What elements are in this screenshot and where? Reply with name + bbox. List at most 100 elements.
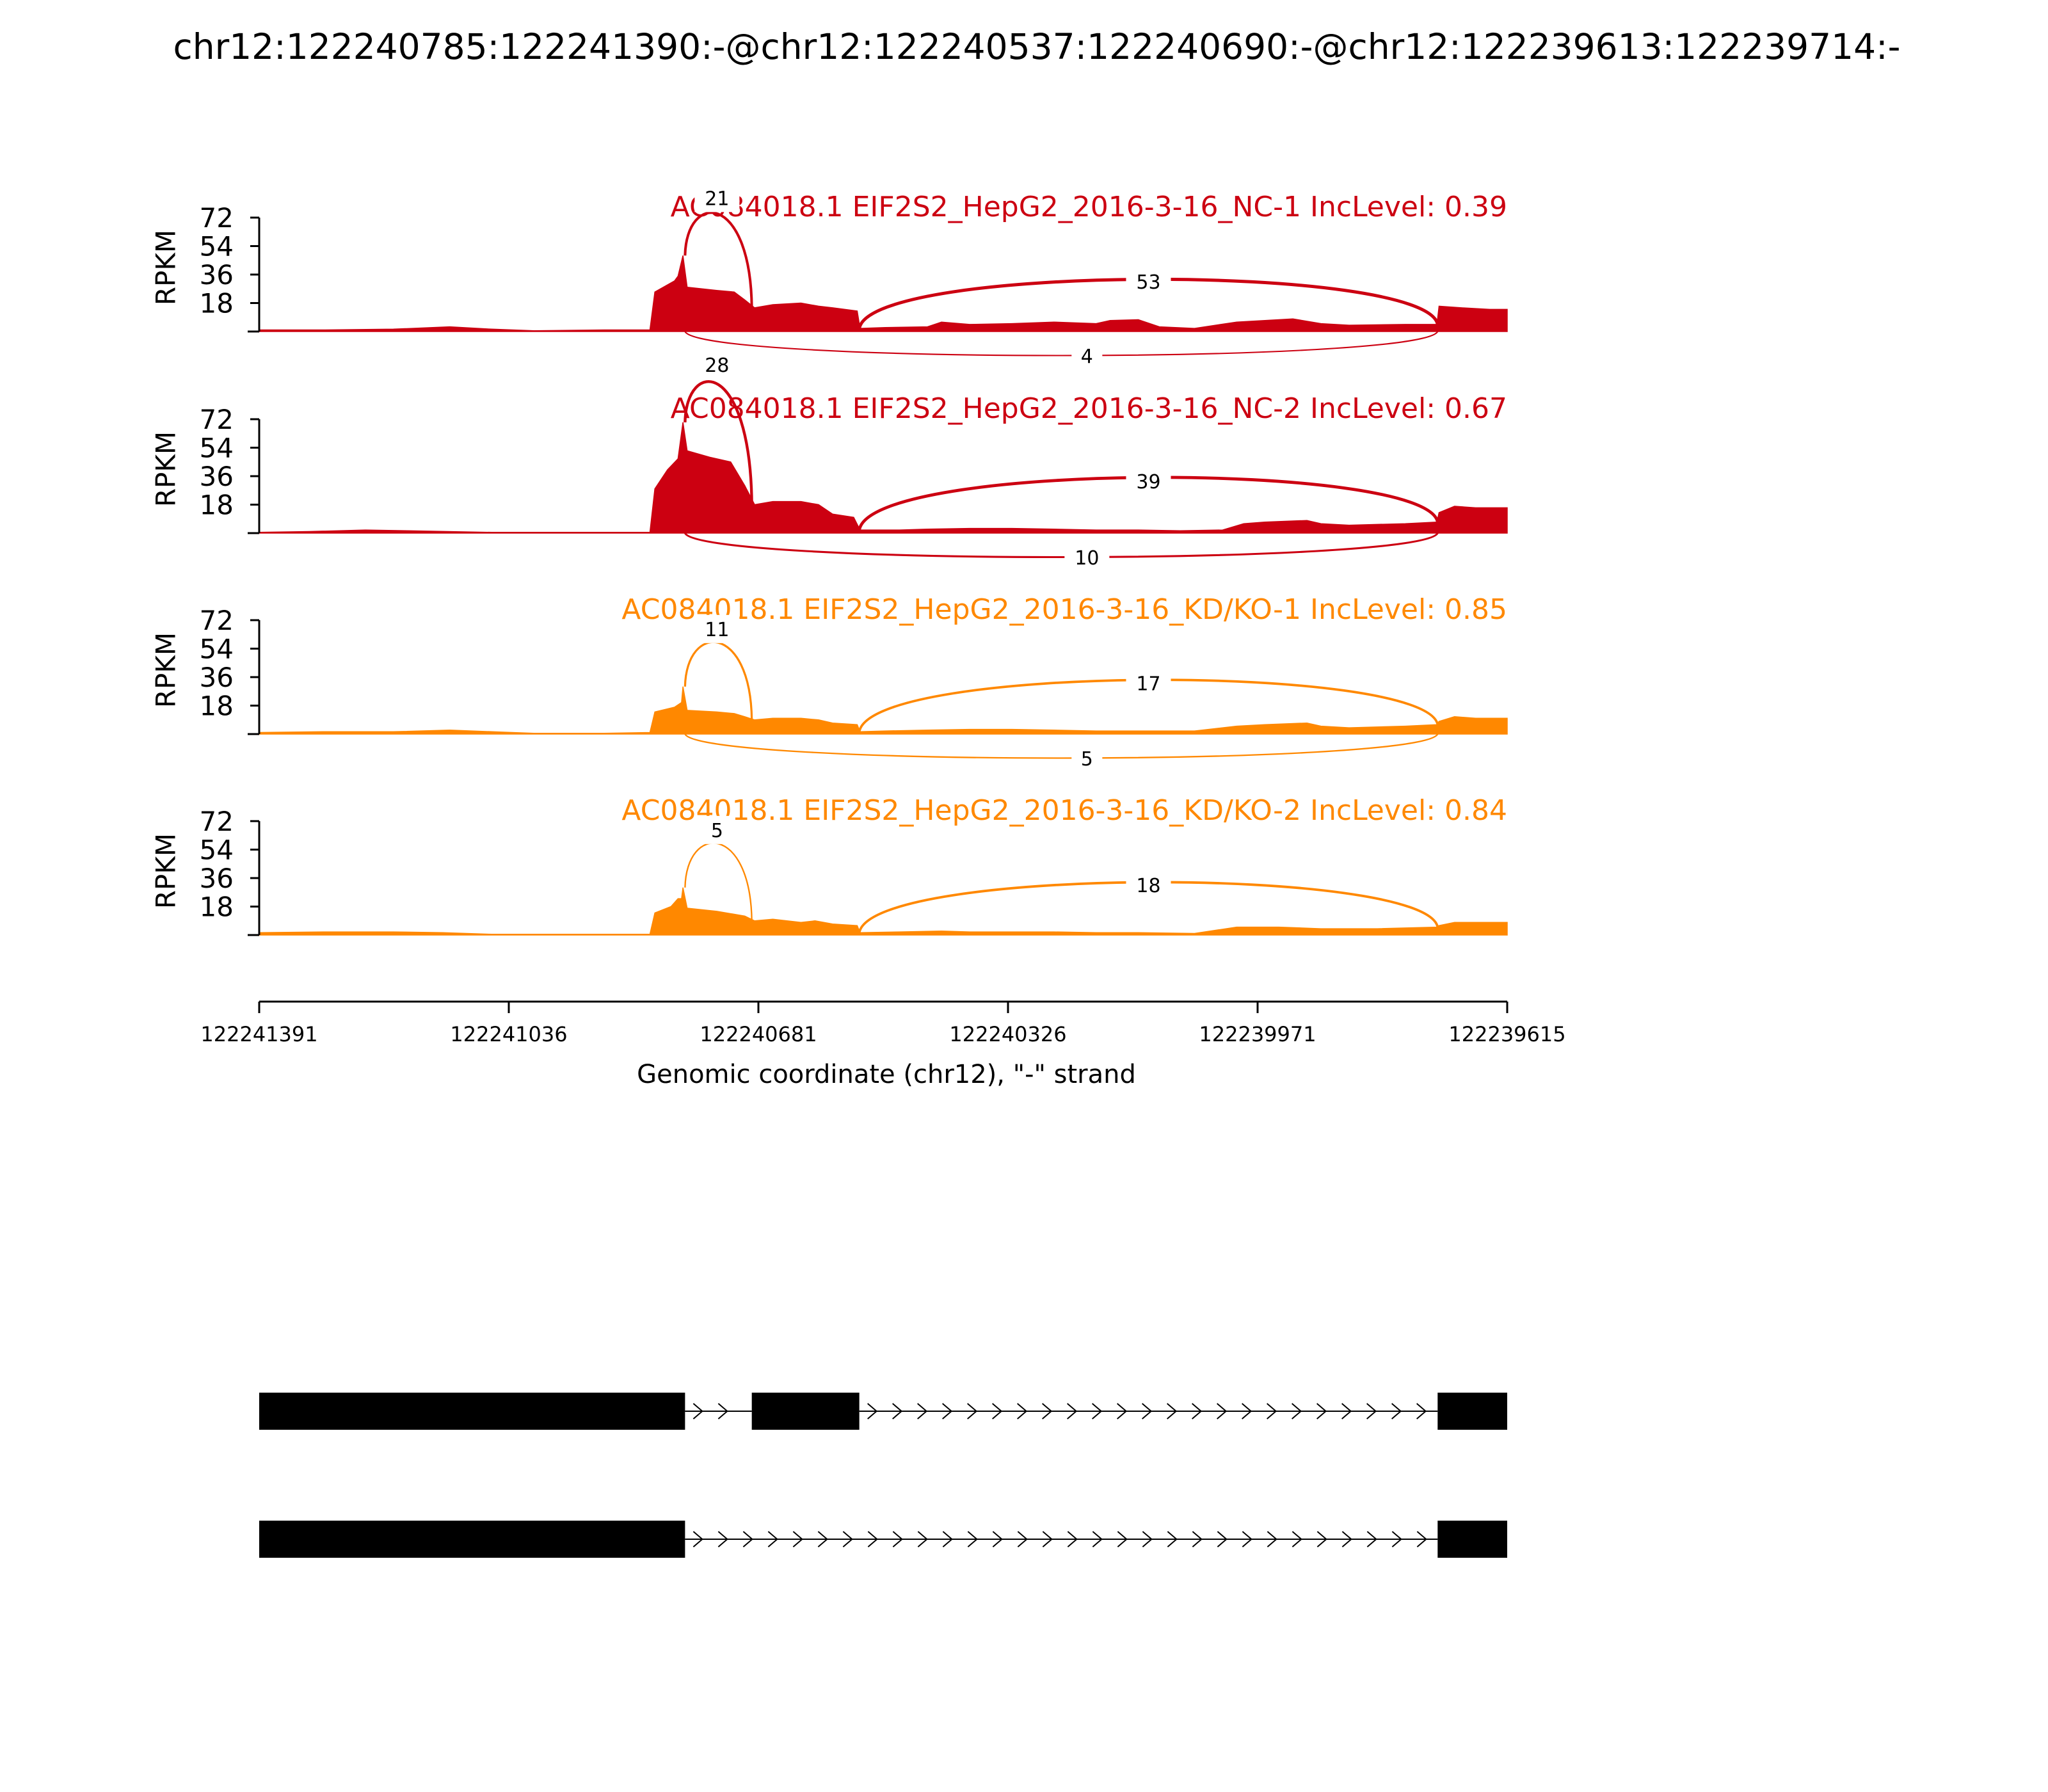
x-tick-label: 122239615	[1448, 1022, 1565, 1046]
strand-arrow	[892, 1403, 903, 1420]
junction-arc	[684, 641, 753, 720]
y-axis-label: RPKM	[150, 833, 182, 909]
strand-arrow	[692, 1403, 703, 1420]
strand-arrow	[992, 1531, 1003, 1548]
y-tick-label: 18	[200, 490, 234, 521]
strand-arrow	[792, 1531, 803, 1548]
strand-arrow	[1017, 1403, 1028, 1420]
strand-arrow	[717, 1403, 728, 1420]
y-tick-label: 72	[200, 202, 234, 234]
junction-label-box	[1126, 267, 1171, 296]
strand-arrow	[1316, 1403, 1327, 1420]
transcript-2	[259, 1521, 1507, 1558]
y-tick-label: 18	[200, 691, 234, 722]
coverage-area	[259, 686, 1508, 735]
strand-arrow	[1042, 1531, 1053, 1548]
strand-arrow	[1316, 1531, 1327, 1548]
x-tick-label: 122240681	[700, 1022, 817, 1046]
junction-label: 17	[1136, 673, 1160, 696]
y-tick-label: 36	[200, 461, 234, 492]
junction-arc	[684, 380, 753, 505]
exon-block	[751, 1393, 860, 1430]
strand-arrow	[1092, 1531, 1103, 1548]
junction-arc	[684, 331, 1439, 356]
junction-label-box	[1126, 870, 1171, 899]
exon-block	[259, 1521, 685, 1558]
junction-arc	[684, 211, 753, 308]
junction-label: 5	[1081, 748, 1093, 771]
strand-arrow	[917, 1403, 928, 1420]
exon-block	[1437, 1521, 1507, 1558]
y-tick-label: 54	[200, 634, 234, 665]
strand-arrow	[892, 1531, 903, 1548]
x-axis: Genomic coordinate (chr12), "-" strand 1…	[200, 1000, 1566, 1089]
strand-arrow	[1167, 1403, 1178, 1420]
strand-arrow	[1217, 1531, 1228, 1548]
strand-arrow	[1142, 1403, 1153, 1420]
strand-arrow	[1242, 1403, 1252, 1420]
coverage-area	[259, 255, 1508, 332]
y-tick-label: 72	[200, 806, 234, 837]
junction-label: 53	[1136, 271, 1160, 294]
junction-label-box	[694, 350, 740, 379]
strand-arrow	[1267, 1403, 1277, 1420]
strand-arrow	[842, 1531, 853, 1548]
strand-arrow	[1242, 1531, 1252, 1548]
x-tick-label: 122240326	[949, 1022, 1066, 1046]
strand-arrow	[1142, 1531, 1153, 1548]
strand-arrow	[717, 1531, 728, 1548]
junction-label-box	[694, 614, 740, 643]
y-axis-label: RPKM	[150, 431, 182, 507]
y-tick-label: 54	[200, 231, 234, 262]
chart-title: chr12:122240785:122241390:-@chr12:122240…	[173, 26, 1900, 67]
strand-arrow	[692, 1531, 703, 1548]
junction-label: 18	[1136, 875, 1160, 897]
strand-arrow	[767, 1531, 778, 1548]
strand-arrow	[1117, 1531, 1128, 1548]
strand-arrow	[1092, 1403, 1103, 1420]
y-tick-label: 54	[200, 433, 234, 464]
strand-arrow	[1067, 1531, 1078, 1548]
junction-label-box	[1071, 744, 1103, 772]
track-title: AC084018.1 EIF2S2_HepG2_2016-3-16_NC-2 I…	[671, 392, 1507, 425]
strand-arrow	[817, 1531, 828, 1548]
y-tick-label: 72	[200, 605, 234, 636]
strand-arrow	[1366, 1531, 1377, 1548]
junction-label: 11	[705, 619, 729, 641]
junction-label-box	[1126, 669, 1171, 698]
exon-block	[1437, 1393, 1507, 1430]
strand-arrow	[1416, 1403, 1427, 1420]
x-axis-label: Genomic coordinate (chr12), "-" strand	[637, 1060, 1136, 1089]
y-tick-label: 36	[200, 259, 234, 291]
x-tick-label: 122241036	[450, 1022, 567, 1046]
track-title: AC084018.1 EIF2S2_HepG2_2016-3-16_KD/KO-…	[621, 794, 1507, 827]
junction-label: 21	[705, 188, 729, 210]
junction-label: 28	[705, 355, 729, 377]
exon-block	[259, 1393, 685, 1430]
strand-arrow	[867, 1531, 878, 1548]
y-axis-label: RPKM	[150, 230, 182, 305]
strand-arrow	[1267, 1531, 1277, 1548]
x-tick-label: 122241391	[200, 1022, 317, 1046]
strand-arrow	[742, 1531, 753, 1548]
strand-arrow	[1067, 1403, 1078, 1420]
strand-arrow	[967, 1531, 978, 1548]
junction-label-box	[1064, 543, 1110, 572]
x-tick-label: 122239971	[1199, 1022, 1316, 1046]
strand-arrow	[1192, 1403, 1203, 1420]
strand-arrow	[1117, 1403, 1128, 1420]
strand-arrow	[917, 1531, 928, 1548]
junction-label-box	[1071, 342, 1103, 370]
junction-arc	[684, 532, 1439, 559]
coverage-area	[259, 422, 1508, 534]
strand-arrow	[1391, 1403, 1402, 1420]
strand-arrow	[967, 1403, 978, 1420]
junction-label-box	[1126, 467, 1171, 495]
strand-arrow	[1017, 1531, 1028, 1548]
strand-arrow	[1292, 1403, 1302, 1420]
strand-arrow	[942, 1403, 953, 1420]
